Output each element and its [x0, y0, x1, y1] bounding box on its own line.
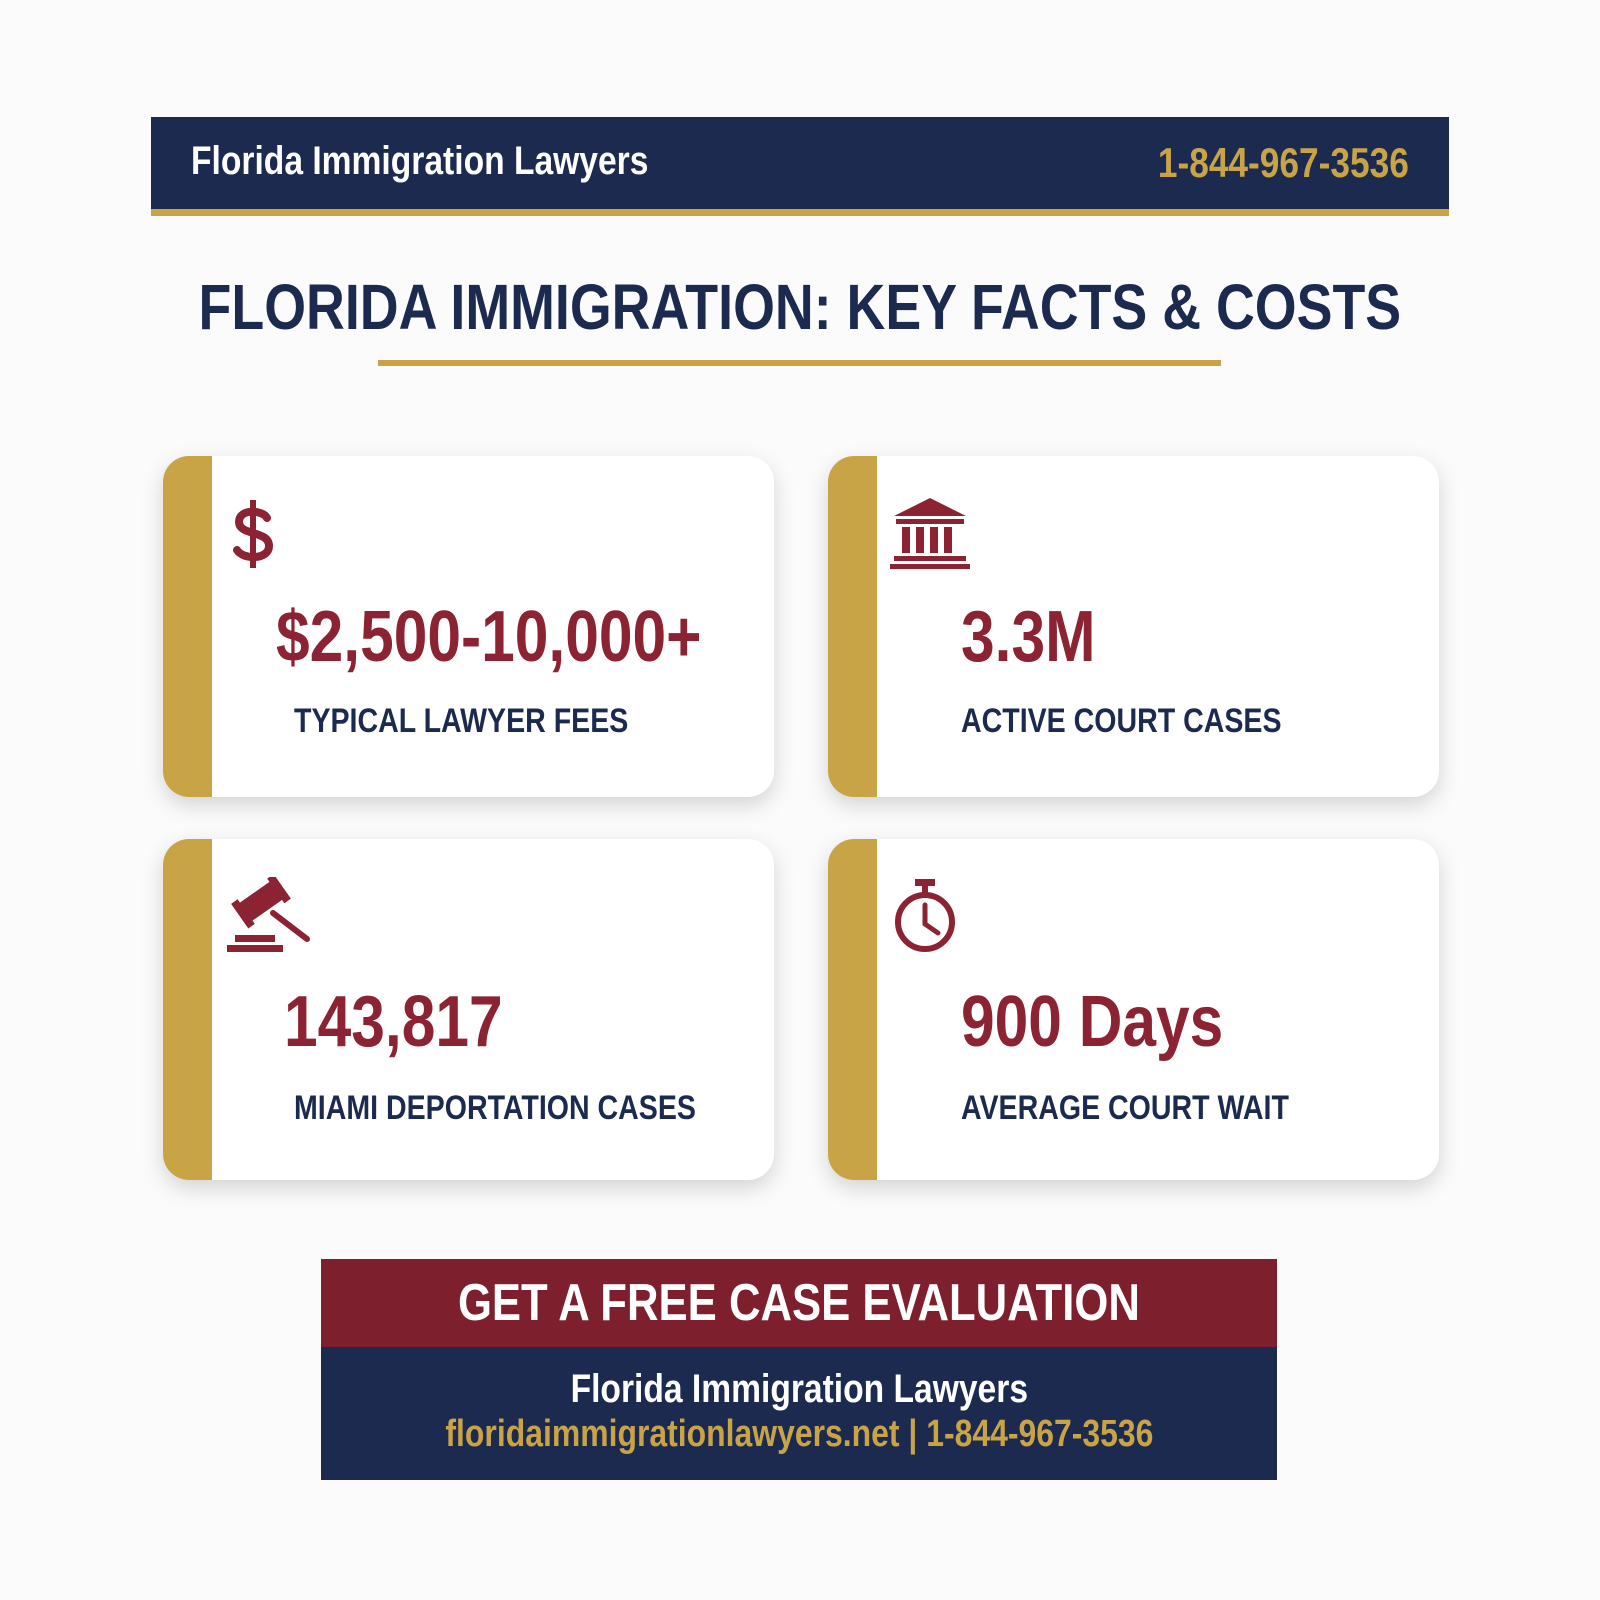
fact-value: 3.3M: [961, 597, 1096, 677]
fact-label: TYPICAL LAWYER FEES: [294, 702, 629, 740]
cta-website[interactable]: floridaimmigrationlawyers.net: [445, 1413, 900, 1455]
card-strip: [828, 456, 877, 797]
cta-firm: Florida Immigration Lawyers: [570, 1367, 1028, 1411]
cta-contact: Florida Immigration Lawyers floridaimmig…: [321, 1347, 1277, 1480]
card-strip: [163, 456, 212, 797]
fact-label: MIAMI DEPORTATION CASES: [294, 1089, 696, 1127]
fact-card: 3.3M ACTIVE COURT CASES: [828, 456, 1439, 797]
card-strip: [828, 839, 877, 1180]
stopwatch-icon: [895, 879, 955, 952]
cta-heading[interactable]: GET A FREE CASE EVALUATION: [458, 1274, 1140, 1332]
fact-card: $2,500-10,000+ TYPICAL LAWYER FEES: [163, 456, 774, 797]
fact-label: AVERAGE COURT WAIT: [961, 1089, 1289, 1127]
title-wrap: FLORIDA IMMIGRATION: KEY FACTS & COSTS: [0, 270, 1600, 344]
fact-value: 143,817: [284, 982, 503, 1062]
card-strip: [163, 839, 212, 1180]
fact-card: 900 Days AVERAGE COURT WAIT: [828, 839, 1439, 1180]
fact-value: 900 Days: [961, 982, 1224, 1062]
title-underline: [378, 360, 1221, 366]
cta-phone[interactable]: 1-844-967-3536: [925, 1413, 1153, 1455]
fact-value: $2,500-10,000+: [276, 597, 702, 677]
cta-links: floridaimmigrationlawyers.net | 1-844-96…: [445, 1413, 1153, 1456]
gavel-icon: [227, 877, 310, 952]
fact-card: 143,817 MIAMI DEPORTATION CASES: [163, 839, 774, 1180]
separator: |: [907, 1413, 917, 1455]
brand: Florida Immigration Lawyers: [191, 139, 649, 183]
fact-label: ACTIVE COURT CASES: [961, 702, 1282, 740]
title: FLORIDA IMMIGRATION: KEY FACTS & COSTS: [198, 271, 1402, 343]
cta-button[interactable]: GET A FREE CASE EVALUATION: [321, 1259, 1277, 1347]
header-phone[interactable]: 1-844-967-3536: [1157, 139, 1409, 186]
courthouse-icon: [890, 498, 970, 569]
header-bar: Florida Immigration Lawyers 1-844-967-35…: [151, 117, 1449, 216]
dollar-icon: [233, 500, 274, 568]
